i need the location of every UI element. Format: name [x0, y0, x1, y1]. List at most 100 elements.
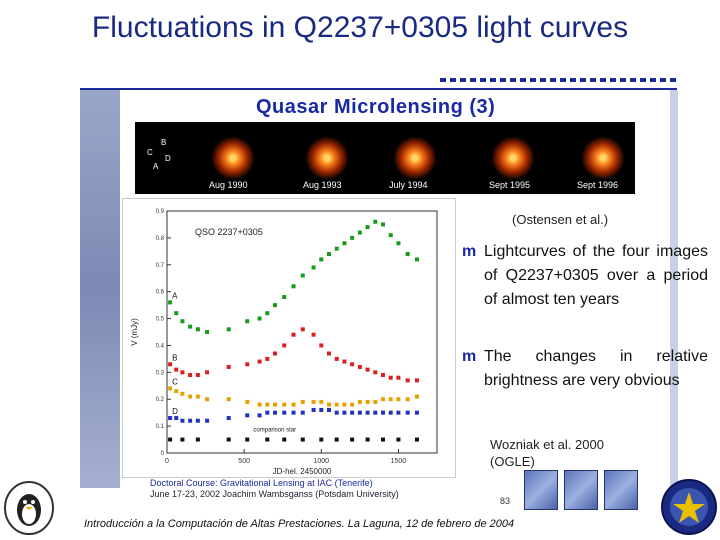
page-number: 83: [500, 496, 511, 506]
series-0-point-26: [405, 252, 410, 257]
bullet-marker-icon: m: [462, 243, 477, 260]
series-1-point-9: [265, 356, 270, 361]
series-3-point-20: [357, 410, 362, 415]
series-1-point-6: [226, 364, 231, 369]
y-tick-label-7: 0.7: [156, 263, 165, 269]
decorative-tile-2: [564, 470, 598, 510]
series-2-point-22: [373, 399, 378, 404]
series-0-point-17: [334, 246, 339, 251]
series-2-point-0: [168, 386, 173, 391]
slide-title: Fluctuations in Q2237+0305 light curves: [91, 11, 629, 44]
left-decorative-stripe: [80, 90, 120, 488]
bullet-1-text: Lightcurves of the four images of Q2237+…: [484, 243, 708, 308]
series-0-point-4: [195, 327, 200, 332]
series-2-point-8: [257, 402, 262, 407]
image-letter-a: A: [153, 162, 159, 171]
y-tick-label-5: 0.5: [156, 317, 165, 323]
series-3-point-1: [174, 416, 179, 421]
series-2-point-27: [414, 394, 419, 399]
series-2-point-21: [365, 399, 370, 404]
series-1-point-17: [334, 356, 339, 361]
title-dotted-rule: [440, 78, 680, 82]
series-4-point-2: [195, 437, 200, 442]
series-1-point-19: [350, 362, 355, 367]
y-axis-label: V (mJy): [130, 318, 139, 346]
series-1-point-7: [245, 362, 250, 367]
series-0-point-16: [327, 252, 331, 257]
y-tick-label-4: 0.4: [156, 343, 165, 349]
series-4-point-10: [350, 437, 355, 442]
series-1-point-8: [257, 359, 262, 364]
series-3-point-23: [381, 410, 385, 415]
series-4-point-0: [168, 437, 173, 442]
series-4-point-4: [245, 437, 250, 442]
series-4-point-5: [265, 437, 270, 442]
decorative-tile-3: [604, 470, 638, 510]
series-4-point-1: [180, 437, 185, 442]
series-2-point-24: [388, 397, 393, 402]
image-letter-d: D: [165, 154, 171, 163]
citation-wozniak-line2: (OGLE): [490, 454, 535, 469]
series-label-2: C: [172, 377, 178, 386]
citation-wozniak: Wozniak et al. 2000 (OGLE): [490, 436, 604, 470]
series-0-point-11: [282, 295, 287, 300]
series-3-point-4: [195, 418, 200, 423]
series-3-point-12: [291, 410, 296, 415]
series-3-point-10: [273, 410, 277, 415]
series-2-point-3: [188, 394, 193, 399]
y-tick-label-9: 0.9: [156, 209, 165, 215]
series-2-point-10: [273, 402, 277, 407]
slide-footer: Introducción a la Computación de Altas P…: [84, 518, 515, 530]
comparison-star-annotation: comparison star: [253, 427, 296, 433]
citation-ostensen: (Ostensen et al.): [512, 212, 609, 227]
series-2-point-1: [174, 389, 179, 394]
series-label-1: B: [172, 353, 177, 362]
series-3-point-5: [205, 418, 210, 423]
series-0-point-8: [257, 316, 262, 321]
series-4-point-8: [319, 437, 324, 442]
image-letter-b: B: [161, 138, 167, 147]
series-3-point-24: [388, 410, 393, 415]
series-2-point-17: [334, 402, 339, 407]
series-0-point-19: [350, 235, 355, 240]
series-0-point-12: [291, 284, 296, 289]
series-4-point-13: [396, 437, 401, 442]
series-0-point-6: [226, 327, 231, 332]
series-3-point-19: [350, 410, 355, 415]
series-0-point-10: [273, 303, 277, 308]
series-1-point-25: [396, 375, 401, 380]
series-4-point-14: [414, 437, 419, 442]
quasar-frame-4: [491, 136, 535, 180]
series-4-point-12: [381, 437, 385, 442]
series-3-point-21: [365, 410, 370, 415]
series-0-point-21: [365, 225, 370, 230]
series-1-point-13: [300, 327, 305, 332]
series-0-point-23: [381, 222, 385, 227]
series-0-point-24: [388, 233, 393, 238]
frame-label-4: Sept 1995: [489, 180, 531, 190]
series-1-point-22: [373, 370, 378, 375]
series-2-point-20: [357, 399, 362, 404]
right-decorative-stripe: [670, 90, 678, 488]
series-0-point-7: [245, 319, 250, 324]
series-3-point-14: [311, 407, 316, 412]
series-0-point-9: [265, 311, 270, 316]
series-2-point-13: [300, 399, 305, 404]
series-2-point-18: [342, 402, 347, 407]
series-3-point-15: [319, 407, 324, 412]
light-curve-plot: 0 500 1000 1500 0 0.1 0.2 0.3 0.4 0.5 0.6 0.7 0.8 0.9…: [122, 198, 456, 478]
series-2-point-7: [245, 399, 250, 404]
series-3-point-26: [405, 410, 410, 415]
quasar-frame-5: [581, 136, 625, 180]
y-tick-label-3: 0.3: [156, 370, 165, 376]
series-1-point-1: [174, 367, 179, 372]
series-2-point-12: [291, 402, 296, 407]
content-frame: [80, 88, 677, 490]
y-tick-label-6: 0.6: [156, 290, 165, 296]
series-2-point-5: [205, 397, 210, 402]
series-4-point-7: [300, 437, 305, 442]
credit-line-2: June 17-23, 2002 Joachim Wambsganss (Pot…: [150, 489, 399, 499]
series-0-point-3: [188, 324, 193, 329]
series-3-point-25: [396, 410, 401, 415]
chart-title: QSO 2237+0305: [195, 227, 263, 237]
